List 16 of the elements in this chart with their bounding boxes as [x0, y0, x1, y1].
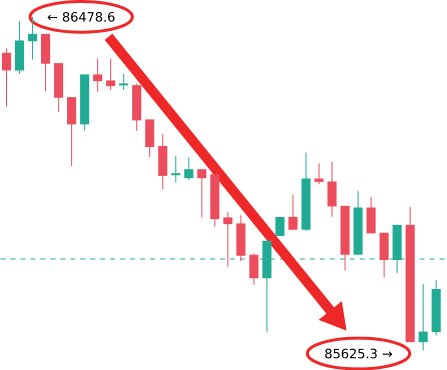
candlestick [314, 162, 324, 184]
candlestick [197, 168, 206, 218]
annotation: 85625.3 → [325, 348, 392, 358]
candlestick [93, 58, 102, 92]
candlestick [418, 283, 428, 351]
candlestick [275, 216, 284, 236]
annotation: ← 86478.6 [48, 12, 115, 22]
candlestick [106, 58, 116, 90]
candlestick [171, 155, 180, 183]
candlestick [249, 252, 258, 285]
candlestick [184, 156, 194, 180]
candlestick [223, 211, 232, 267]
candlestick [288, 194, 298, 230]
candlestick [2, 48, 12, 107]
candlestick [28, 16, 38, 60]
candlestick [119, 73, 128, 90]
